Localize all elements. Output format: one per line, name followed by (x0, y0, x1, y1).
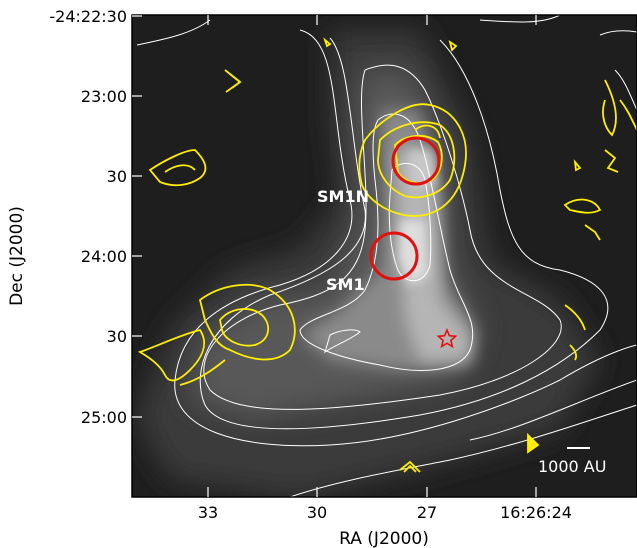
x-tick-label: 16:26:24 (500, 503, 572, 522)
y-tick-label: 30 (107, 167, 127, 186)
x-ticks (207, 15, 537, 497)
y-tick-label: 23:00 (81, 87, 127, 106)
y-tick-label: 25:00 (81, 408, 127, 427)
star-marker (436, 327, 458, 349)
y-ticks (132, 15, 142, 418)
y-tick-label: -24:22:30 (49, 7, 127, 26)
y-tick-label: 30 (107, 327, 127, 346)
x-tick-label: 33 (198, 503, 218, 522)
grayscale-emission (135, 30, 600, 497)
source-label-sm1: SM1 (326, 275, 365, 294)
circle-marker-sm1n (391, 136, 441, 186)
y-axis-title: Dec (J2000) (7, 206, 27, 306)
x-tick-label: 30 (307, 503, 327, 522)
image-panel (132, 15, 637, 497)
circle-marker-sm1 (369, 231, 419, 281)
x-axis-title: RA (J2000) (339, 529, 429, 548)
yellow-contours (137, 37, 637, 473)
x-tick-label: 27 (417, 503, 437, 522)
y-tick-label: 24:00 (81, 247, 127, 266)
source-label-sm1n: SM1N (317, 187, 369, 206)
scale-bar-label: 1000 AU (538, 457, 606, 476)
